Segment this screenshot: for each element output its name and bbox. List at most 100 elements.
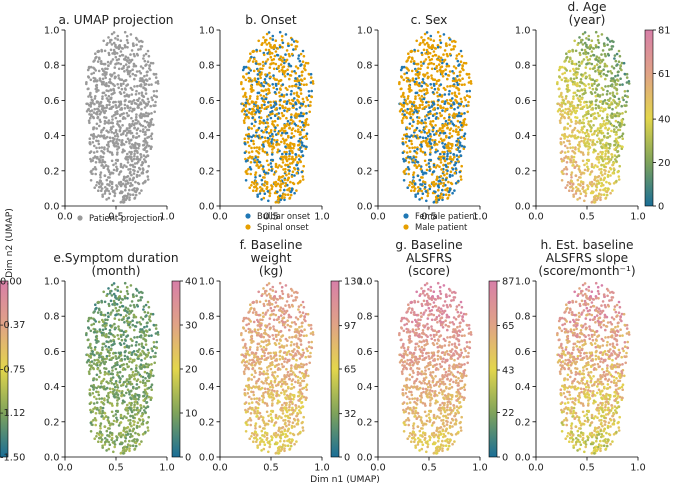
data-point-a xyxy=(123,58,127,61)
data-point-e xyxy=(104,327,107,331)
data-point-a xyxy=(154,100,157,104)
data-point-c xyxy=(420,140,423,144)
data-point-d xyxy=(579,136,583,139)
data-point-b xyxy=(285,49,289,52)
data-point-a xyxy=(106,167,110,171)
data-point-a xyxy=(95,135,98,139)
data-point-e xyxy=(135,321,139,324)
data-point-d xyxy=(563,167,566,171)
data-point-a xyxy=(106,147,109,151)
data-point-e xyxy=(136,406,139,410)
data-point-a xyxy=(155,89,158,93)
data-point-a xyxy=(115,52,119,55)
data-point-c xyxy=(407,172,411,176)
data-point-d xyxy=(611,107,614,111)
data-point-b xyxy=(286,42,290,45)
data-point-d xyxy=(606,122,609,125)
data-point-a xyxy=(118,91,122,94)
data-point-c xyxy=(437,78,441,82)
data-point-d xyxy=(584,75,588,79)
data-point-a xyxy=(108,41,112,44)
data-point-e xyxy=(128,377,131,381)
data-point-b xyxy=(307,104,310,107)
data-point-d xyxy=(560,157,563,161)
data-point-c xyxy=(409,60,413,63)
data-point-e xyxy=(129,357,132,361)
data-point-d xyxy=(590,50,594,53)
data-point-e xyxy=(146,353,150,357)
data-point-b xyxy=(302,128,306,132)
data-point-e xyxy=(90,323,93,327)
data-point-a xyxy=(100,146,104,149)
legend-marker-b xyxy=(245,224,251,230)
data-point-a xyxy=(144,92,148,95)
data-point-b xyxy=(287,44,290,47)
data-point-b xyxy=(267,131,271,135)
data-point-e xyxy=(146,426,150,429)
data-point-a xyxy=(144,179,147,183)
data-point-e xyxy=(149,371,153,375)
x-tick-label-a: 1.0 xyxy=(159,212,175,223)
data-point-d xyxy=(576,97,580,100)
data-point-b xyxy=(286,163,290,167)
data-point-e xyxy=(133,377,136,381)
data-point-e xyxy=(116,334,119,337)
data-point-a xyxy=(139,112,143,115)
data-point-a xyxy=(106,99,110,102)
data-point-b xyxy=(248,102,251,106)
data-point-d xyxy=(594,30,598,34)
data-point-c xyxy=(433,106,436,110)
data-point-c xyxy=(428,62,431,65)
data-point-b xyxy=(261,99,265,102)
data-point-c xyxy=(451,191,454,195)
data-point-d xyxy=(573,126,577,130)
data-point-d xyxy=(598,114,601,117)
data-point-a xyxy=(93,102,96,106)
data-point-d xyxy=(606,161,610,165)
data-point-d xyxy=(573,166,576,169)
data-point-e xyxy=(118,370,122,374)
data-point-c xyxy=(444,178,448,181)
data-point-d xyxy=(594,103,598,107)
data-point-c xyxy=(426,66,430,69)
data-point-b xyxy=(244,179,248,182)
data-point-e xyxy=(152,345,156,349)
data-point-d xyxy=(625,100,628,104)
data-point-a xyxy=(110,127,113,131)
data-point-c xyxy=(440,192,443,196)
data-point-a xyxy=(116,158,120,162)
data-point-b xyxy=(269,104,273,107)
x-tick-label-d: 1.0 xyxy=(630,212,646,223)
data-point-c xyxy=(448,102,451,106)
data-point-d xyxy=(608,120,611,123)
data-point-c xyxy=(442,170,445,174)
data-point-b xyxy=(268,71,271,75)
data-point-b xyxy=(264,62,267,65)
data-point-b xyxy=(297,128,300,131)
data-point-b xyxy=(291,104,295,107)
data-point-b xyxy=(282,72,286,75)
data-point-c xyxy=(422,97,426,101)
data-point-b xyxy=(299,146,302,150)
data-point-c xyxy=(446,169,449,173)
data-point-c xyxy=(400,95,403,98)
data-point-d xyxy=(610,129,613,133)
data-point-d xyxy=(607,99,611,102)
data-point-c xyxy=(426,91,429,94)
data-point-e xyxy=(91,350,94,353)
data-point-b xyxy=(272,181,276,184)
data-point-d xyxy=(607,84,610,88)
data-point-d xyxy=(581,32,585,36)
data-point-d xyxy=(613,79,617,82)
data-point-b xyxy=(291,181,295,185)
data-point-a xyxy=(140,91,144,94)
data-point-d xyxy=(568,139,571,143)
data-point-b xyxy=(305,96,309,99)
data-point-a xyxy=(148,64,151,67)
data-point-a xyxy=(110,43,114,46)
data-point-d xyxy=(587,34,591,38)
data-point-e xyxy=(134,344,138,347)
data-point-c xyxy=(432,201,436,204)
data-point-e xyxy=(106,311,110,315)
data-point-b xyxy=(292,134,296,138)
